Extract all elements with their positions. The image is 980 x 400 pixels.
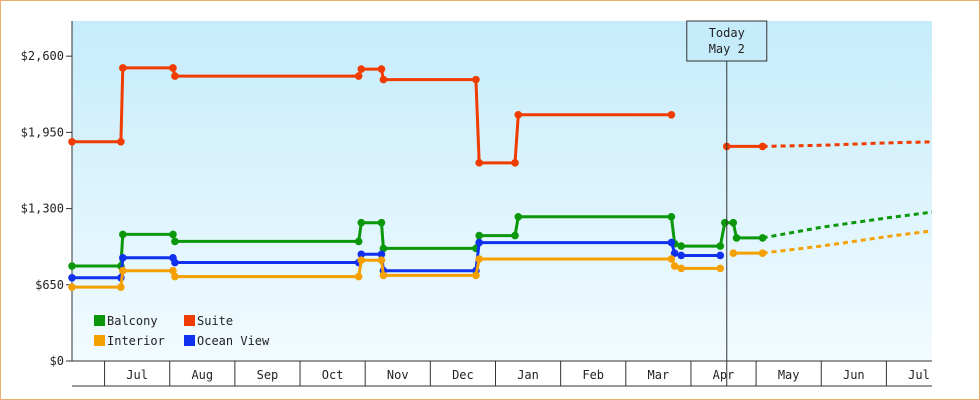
balcony-point <box>667 212 676 221</box>
suite-point <box>511 159 519 167</box>
interior-point <box>169 266 177 275</box>
ocean-view-point <box>716 251 725 260</box>
legend-label-interior: Interior <box>107 334 165 348</box>
ocean-view-point <box>171 258 179 267</box>
interior-point <box>475 255 483 263</box>
legend-swatch-suite <box>184 315 195 326</box>
balcony-point <box>716 242 725 250</box>
x-tick-label: Jun <box>843 368 865 382</box>
suite-point <box>357 65 366 73</box>
interior-point <box>667 255 676 263</box>
suite-point <box>169 64 177 72</box>
interior-point <box>119 266 127 275</box>
interior-point <box>379 271 388 280</box>
ocean-view-point <box>670 249 679 257</box>
ocean-view-point <box>475 238 483 247</box>
x-tick-label: Apr <box>713 368 735 382</box>
suite-point <box>667 110 676 119</box>
interior-point <box>677 264 685 273</box>
balcony-point <box>377 218 386 227</box>
legend-swatch-interior <box>94 335 105 346</box>
today-label-line2: May 2 <box>709 42 745 56</box>
balcony-point <box>171 237 179 246</box>
suite-point <box>354 72 363 80</box>
balcony-point <box>729 218 738 227</box>
x-tick-label: Nov <box>387 368 409 382</box>
x-tick-label: Jul <box>126 368 148 382</box>
x-tick-label: Mar <box>648 368 670 382</box>
suite-point <box>68 137 76 146</box>
y-tick-label: $1,300 <box>21 202 64 216</box>
suite-point <box>475 159 483 167</box>
suite-point <box>117 137 125 146</box>
suite-projection-line <box>762 140 933 148</box>
today-box <box>686 20 768 62</box>
balcony-point <box>732 234 741 242</box>
y-tick-label: $650 <box>35 278 64 292</box>
legend-label-ocean-view: Ocean View <box>197 334 270 348</box>
balcony-point <box>511 231 519 240</box>
suite-point <box>514 110 523 119</box>
suite-point <box>377 65 386 73</box>
suite-series-line <box>72 66 672 165</box>
x-tick-label: Jul <box>908 368 930 382</box>
ocean-view-point <box>68 273 76 282</box>
balcony-point <box>379 244 388 253</box>
interior-point <box>171 272 179 281</box>
legend-swatch-ocean-view <box>184 335 195 346</box>
ocean-view-point <box>667 238 676 247</box>
legend-label-balcony: Balcony <box>107 314 158 328</box>
x-tick-label: Aug <box>191 368 213 382</box>
legend-swatch-balcony <box>94 315 105 326</box>
y-tick-label: $2,600 <box>21 49 64 63</box>
x-tick-label: Dec <box>452 368 474 382</box>
suite-point <box>472 75 480 84</box>
today-label-line1: Today <box>709 26 745 40</box>
ocean-view-point <box>119 254 127 262</box>
ocean-view-point <box>357 250 366 259</box>
x-tick-label: May <box>778 368 800 382</box>
x-tick-label: Sep <box>257 368 279 382</box>
interior-point <box>354 272 363 281</box>
interior-point <box>377 256 386 264</box>
legend-label-suite: Suite <box>197 314 233 328</box>
interior-point <box>670 262 679 270</box>
interior-point <box>68 283 76 291</box>
balcony-point <box>357 218 366 227</box>
balcony-point <box>119 230 127 239</box>
suite-point <box>119 64 127 72</box>
interior-point <box>729 249 738 257</box>
ocean-view-point <box>677 251 685 260</box>
balcony-projection-line <box>762 210 933 240</box>
interior-projection-line <box>762 229 933 255</box>
balcony-point <box>68 262 76 270</box>
balcony-point <box>677 242 685 250</box>
balcony-point <box>354 237 363 246</box>
balcony-point <box>169 230 177 239</box>
interior-point <box>472 271 480 280</box>
ocean-view-point <box>377 250 386 259</box>
x-tick-label: Oct <box>322 368 344 382</box>
y-tick-label: $1,950 <box>21 125 64 139</box>
interior-point <box>357 256 366 264</box>
balcony-point <box>721 218 729 227</box>
y-tick-label: $0 <box>50 354 64 368</box>
interior-point <box>716 264 725 273</box>
balcony-point <box>475 231 483 240</box>
interior-point <box>117 283 125 291</box>
balcony-point <box>514 212 523 221</box>
suite-point <box>171 72 179 80</box>
plot-background <box>72 21 932 361</box>
x-tick-label: Feb <box>582 368 604 382</box>
suite-point <box>379 75 388 84</box>
x-tick-label: Jan <box>517 368 539 382</box>
